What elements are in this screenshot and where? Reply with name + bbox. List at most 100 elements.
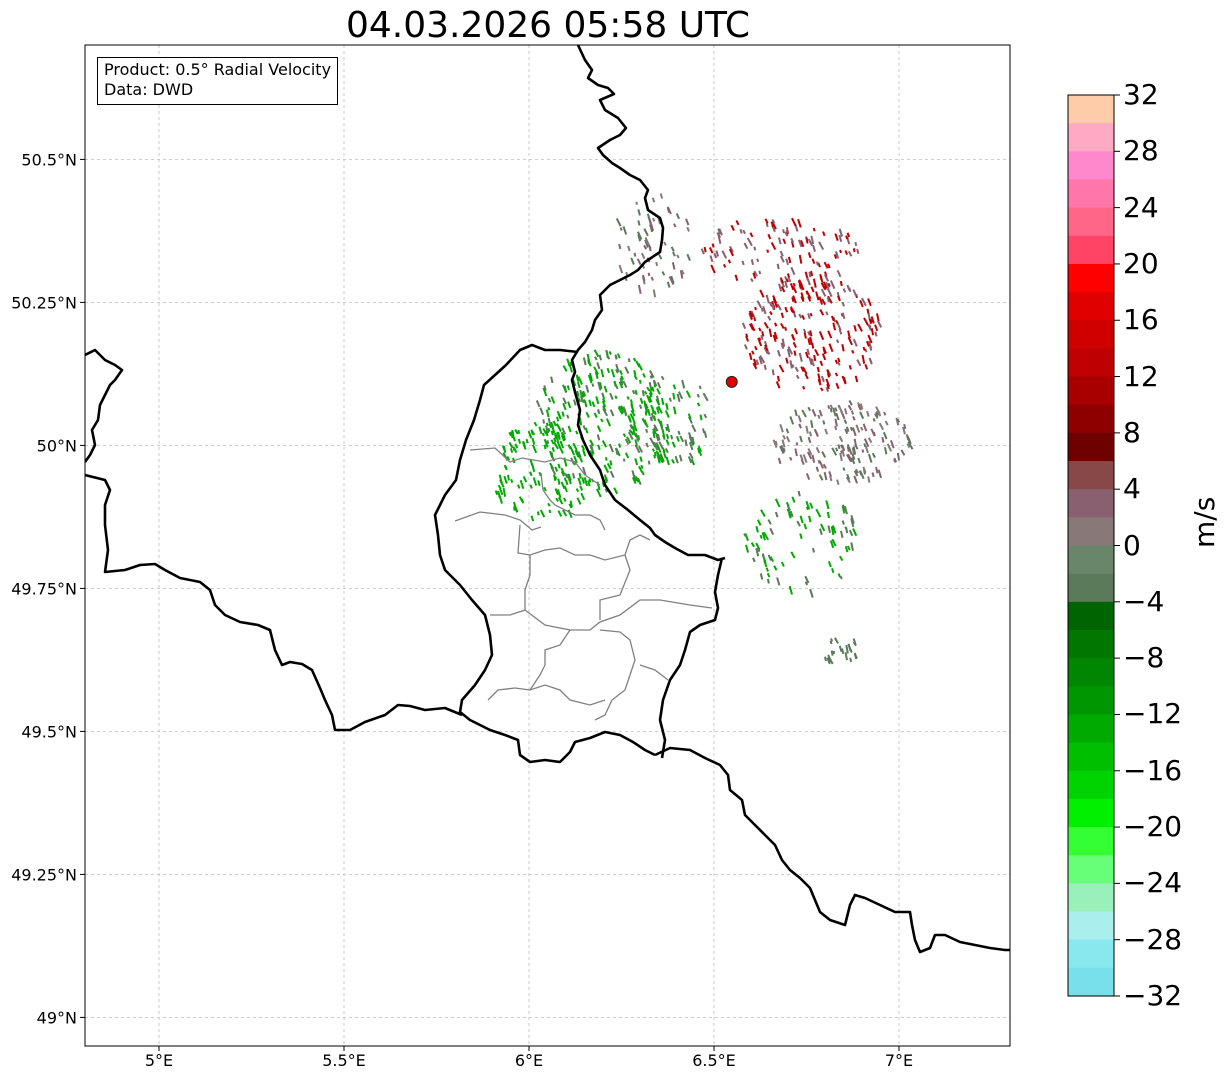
radar-echo bbox=[624, 438, 630, 446]
radar-echo bbox=[842, 288, 847, 293]
radar-echo bbox=[756, 258, 760, 262]
radar-echo bbox=[835, 447, 839, 452]
radar-echo bbox=[763, 559, 768, 568]
radar-echo bbox=[566, 358, 571, 367]
radar-echo bbox=[802, 366, 808, 375]
colorbar-segment bbox=[1068, 151, 1114, 181]
radar-echo bbox=[802, 328, 807, 334]
radar-echo bbox=[547, 397, 552, 403]
radar-echo bbox=[555, 416, 560, 422]
radar-echo bbox=[795, 374, 800, 380]
radar-echo bbox=[813, 354, 817, 362]
radar-echo bbox=[867, 298, 872, 307]
radar-echo bbox=[653, 441, 659, 451]
radar-echo bbox=[799, 533, 803, 540]
radar-echo bbox=[788, 585, 794, 595]
colorbar-tick-label: 16 bbox=[1123, 303, 1159, 337]
lat-tick-label: 50.25°N bbox=[11, 293, 77, 312]
radar-echo bbox=[823, 274, 830, 282]
radar-echo bbox=[626, 396, 630, 400]
radar-echo bbox=[787, 277, 792, 283]
colorbar-segment bbox=[1068, 489, 1114, 518]
radar-echo bbox=[777, 237, 782, 245]
radar-echo bbox=[753, 270, 758, 277]
radar-echo bbox=[800, 366, 805, 372]
radar-echo bbox=[631, 470, 636, 478]
radar-echo bbox=[690, 458, 696, 466]
radar-echo bbox=[562, 397, 567, 405]
radar-echo bbox=[658, 441, 664, 449]
colorbar-tick-label: 24 bbox=[1123, 190, 1159, 224]
radar-echo bbox=[632, 426, 636, 432]
radar-echo bbox=[557, 496, 564, 505]
radar-echo bbox=[558, 445, 564, 454]
radar-echo bbox=[806, 277, 811, 286]
radar-echo bbox=[758, 327, 762, 332]
radar-echo bbox=[632, 430, 638, 438]
radar-echo bbox=[826, 657, 831, 665]
radar-echo bbox=[859, 411, 865, 420]
radar-echo bbox=[530, 515, 535, 522]
radar-echo bbox=[745, 335, 750, 342]
radar-echo bbox=[811, 409, 817, 417]
radar-echo bbox=[849, 426, 853, 431]
radar-echo bbox=[834, 637, 839, 644]
radar-echo bbox=[781, 338, 786, 348]
radar-echo bbox=[768, 301, 773, 308]
radar-echo bbox=[617, 353, 621, 359]
radar-echo bbox=[608, 443, 614, 453]
colorbar-segment bbox=[1068, 967, 1114, 997]
radar-echo bbox=[575, 374, 580, 382]
radar-echo bbox=[717, 235, 722, 245]
colorbar-segment bbox=[1068, 714, 1114, 744]
radar-echo bbox=[814, 348, 820, 357]
radar-echo bbox=[771, 369, 775, 376]
radar-echo bbox=[656, 444, 662, 454]
radar-echo bbox=[869, 346, 873, 351]
radar-echo bbox=[802, 385, 806, 390]
radar-echo bbox=[754, 345, 758, 351]
radar-echo bbox=[531, 437, 536, 445]
radar-echo bbox=[829, 280, 836, 290]
radar-echo bbox=[886, 443, 893, 452]
radar-echo bbox=[657, 418, 663, 427]
radar-echo bbox=[872, 418, 876, 422]
radar-echo bbox=[532, 477, 538, 486]
radar-echo bbox=[780, 312, 785, 319]
radar-echo bbox=[595, 396, 600, 405]
radar-echo bbox=[782, 229, 785, 234]
radar-echo bbox=[591, 401, 596, 408]
radar-echo bbox=[759, 573, 764, 580]
radar-echo bbox=[870, 328, 875, 336]
radar-echo bbox=[679, 270, 684, 279]
lon-tick-label: 5.5°E bbox=[322, 1051, 366, 1070]
radar-echo bbox=[535, 400, 541, 408]
radar-echo bbox=[844, 652, 848, 661]
radar-echo bbox=[618, 381, 624, 389]
radar-echo bbox=[628, 416, 632, 423]
radar-echo bbox=[642, 373, 646, 378]
radar-echo bbox=[855, 424, 861, 433]
radar-echo bbox=[825, 500, 830, 510]
radar-echo bbox=[742, 229, 746, 235]
radar-echo bbox=[529, 484, 533, 489]
radar-echo bbox=[750, 312, 754, 318]
radar-echo bbox=[587, 374, 593, 384]
radar-echo bbox=[545, 409, 550, 418]
radar-echo bbox=[498, 494, 503, 504]
radar-echo bbox=[791, 296, 795, 303]
radar-echo bbox=[567, 474, 572, 481]
colorbar-segment bbox=[1068, 123, 1114, 152]
radar-echo bbox=[656, 434, 661, 441]
radar-echo bbox=[651, 197, 656, 203]
radar-echo bbox=[503, 464, 508, 471]
radar-echo bbox=[553, 474, 557, 482]
radar-echo bbox=[841, 312, 846, 320]
radar-echo bbox=[902, 426, 906, 435]
lon-tick-label: 6.5°E bbox=[692, 1051, 736, 1070]
radar-echo bbox=[596, 425, 602, 433]
radar-echo bbox=[790, 237, 795, 243]
radar-echo bbox=[750, 259, 754, 266]
radar-echo bbox=[789, 360, 793, 369]
radar-echo bbox=[852, 528, 858, 537]
